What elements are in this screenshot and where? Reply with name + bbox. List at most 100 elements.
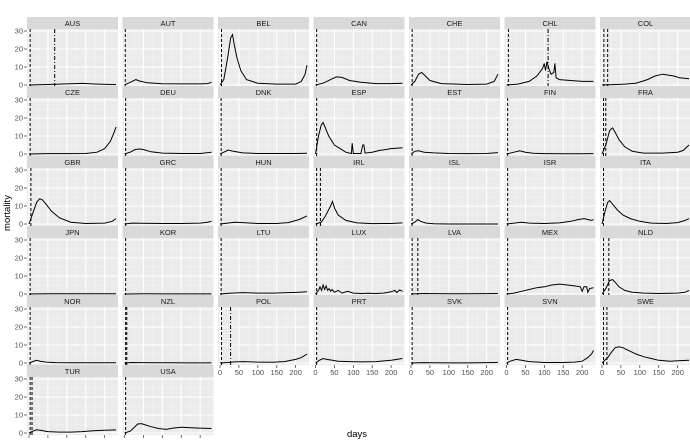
series-line-hun xyxy=(219,215,308,225)
y-tick-label: 20 xyxy=(15,393,23,402)
panel-che: CHE xyxy=(409,17,500,87)
strip-label-cze: CZE xyxy=(65,88,80,97)
x-tick-label: 0 xyxy=(218,368,222,377)
panel-chl: CHL xyxy=(504,17,596,87)
strip-chl xyxy=(504,17,596,29)
strip-cze xyxy=(27,86,118,98)
strip-fra xyxy=(600,86,690,98)
x-tick-label: 200 xyxy=(480,368,493,377)
series-line-isr xyxy=(506,218,594,225)
panel-swe: SWE 0 50 100 150 200 xyxy=(600,295,690,377)
series-line-nzl xyxy=(124,361,212,364)
x-tick-label: 50 xyxy=(426,368,434,377)
panel-prt: PRT 0 50 100 150 200 xyxy=(313,295,405,377)
panel-nzl: NZL xyxy=(122,295,214,365)
series-line-dnk xyxy=(219,149,308,155)
x-tick-label: 50 xyxy=(521,368,529,377)
strip-label-prt: PRT xyxy=(352,297,367,306)
series-line-mex xyxy=(506,283,594,295)
panel-col: COL xyxy=(600,17,690,87)
y-tick-label: 10 xyxy=(15,341,23,350)
strip-label-tur: TUR xyxy=(65,367,81,376)
strip-aut xyxy=(122,17,214,29)
panel-nor: NOR 0 10 20 30 xyxy=(15,295,118,368)
series-line-chl xyxy=(506,61,594,86)
strip-label-bel: BEL xyxy=(256,19,270,28)
y-tick-label: 30 xyxy=(15,96,23,105)
series-line-swe xyxy=(601,346,690,364)
panel-ltu: LTU xyxy=(218,226,309,296)
strip-nzl xyxy=(122,295,214,307)
panel-aut: AUT xyxy=(122,17,214,87)
x-tick-label: 50 xyxy=(330,368,338,377)
strip-label-aus: AUS xyxy=(65,19,80,28)
strip-nld xyxy=(600,226,690,238)
strip-deu xyxy=(122,86,214,98)
x-tick-label: 0 xyxy=(409,368,413,377)
strip-label-lux: LUX xyxy=(352,228,367,237)
strip-label-dnk: DNK xyxy=(256,88,272,97)
y-tick-label: 20 xyxy=(15,45,23,54)
series-line-deu xyxy=(124,148,212,155)
strip-can xyxy=(313,17,405,29)
panel-lva: LVA xyxy=(409,226,500,296)
strip-label-usa: USA xyxy=(160,367,175,376)
x-tick-label: 50 xyxy=(44,438,52,440)
panel-lux: LUX xyxy=(313,226,405,296)
x-tick-label: 200 xyxy=(671,368,684,377)
strip-label-nld: NLD xyxy=(638,228,654,237)
panel-deu: DEU xyxy=(122,86,214,156)
panel-mex: MEX xyxy=(504,226,596,296)
strip-est xyxy=(409,86,500,98)
series-line-bel xyxy=(219,33,308,86)
strip-grc xyxy=(122,156,214,168)
strip-label-mex: MEX xyxy=(542,228,558,237)
x-tick-label: 0 xyxy=(27,438,31,440)
x-tick-label: 100 xyxy=(61,438,74,440)
series-line-ltu xyxy=(219,291,308,295)
strip-label-aut: AUT xyxy=(161,19,176,28)
strip-aus xyxy=(27,17,118,29)
panel-aus: AUS 0 10 20 30 xyxy=(15,17,118,90)
strip-ltu xyxy=(218,226,309,238)
panel-est: EST xyxy=(409,86,500,156)
series-line-gbr xyxy=(28,198,117,225)
panel-pol: POL 0 50 100 150 200 xyxy=(218,295,309,377)
strip-label-grc: GRC xyxy=(160,158,177,167)
panel-esp: ESP xyxy=(313,86,405,156)
strip-hun xyxy=(218,156,309,168)
strip-label-isr: ISR xyxy=(544,158,557,167)
x-axis-title: days xyxy=(347,429,367,440)
strip-svk xyxy=(409,295,500,307)
y-tick-label: 30 xyxy=(15,27,23,36)
series-line-aus xyxy=(28,82,117,86)
series-line-can xyxy=(315,76,403,86)
strip-ita xyxy=(600,156,690,168)
panel-bel: BEL xyxy=(218,17,309,87)
strip-tur xyxy=(27,365,118,377)
x-tick-label: 150 xyxy=(366,368,379,377)
strip-label-irl: IRL xyxy=(353,158,365,167)
y-tick-label: 20 xyxy=(15,184,23,193)
panel-fra: FRA xyxy=(600,86,690,156)
y-tick-label: 10 xyxy=(15,132,23,141)
strip-fin xyxy=(504,86,596,98)
series-line-isl xyxy=(410,218,498,225)
series-line-lux xyxy=(315,283,403,295)
strip-isr xyxy=(504,156,596,168)
x-tick-label: 150 xyxy=(652,368,665,377)
x-tick-label: 150 xyxy=(557,368,570,377)
strip-label-isl: ISL xyxy=(449,158,460,167)
strip-label-nor: NOR xyxy=(64,297,81,306)
strip-label-pol: POL xyxy=(256,297,271,306)
strip-label-ita: ITA xyxy=(640,158,651,167)
series-line-cze xyxy=(28,126,117,155)
y-tick-label: 0 xyxy=(19,429,23,438)
x-tick-label: 0 xyxy=(122,438,126,440)
series-line-tur xyxy=(28,429,117,434)
strip-isl xyxy=(409,156,500,168)
x-tick-label: 150 xyxy=(270,368,283,377)
series-line-irl xyxy=(315,200,403,225)
panel-irl: IRL xyxy=(313,156,405,226)
